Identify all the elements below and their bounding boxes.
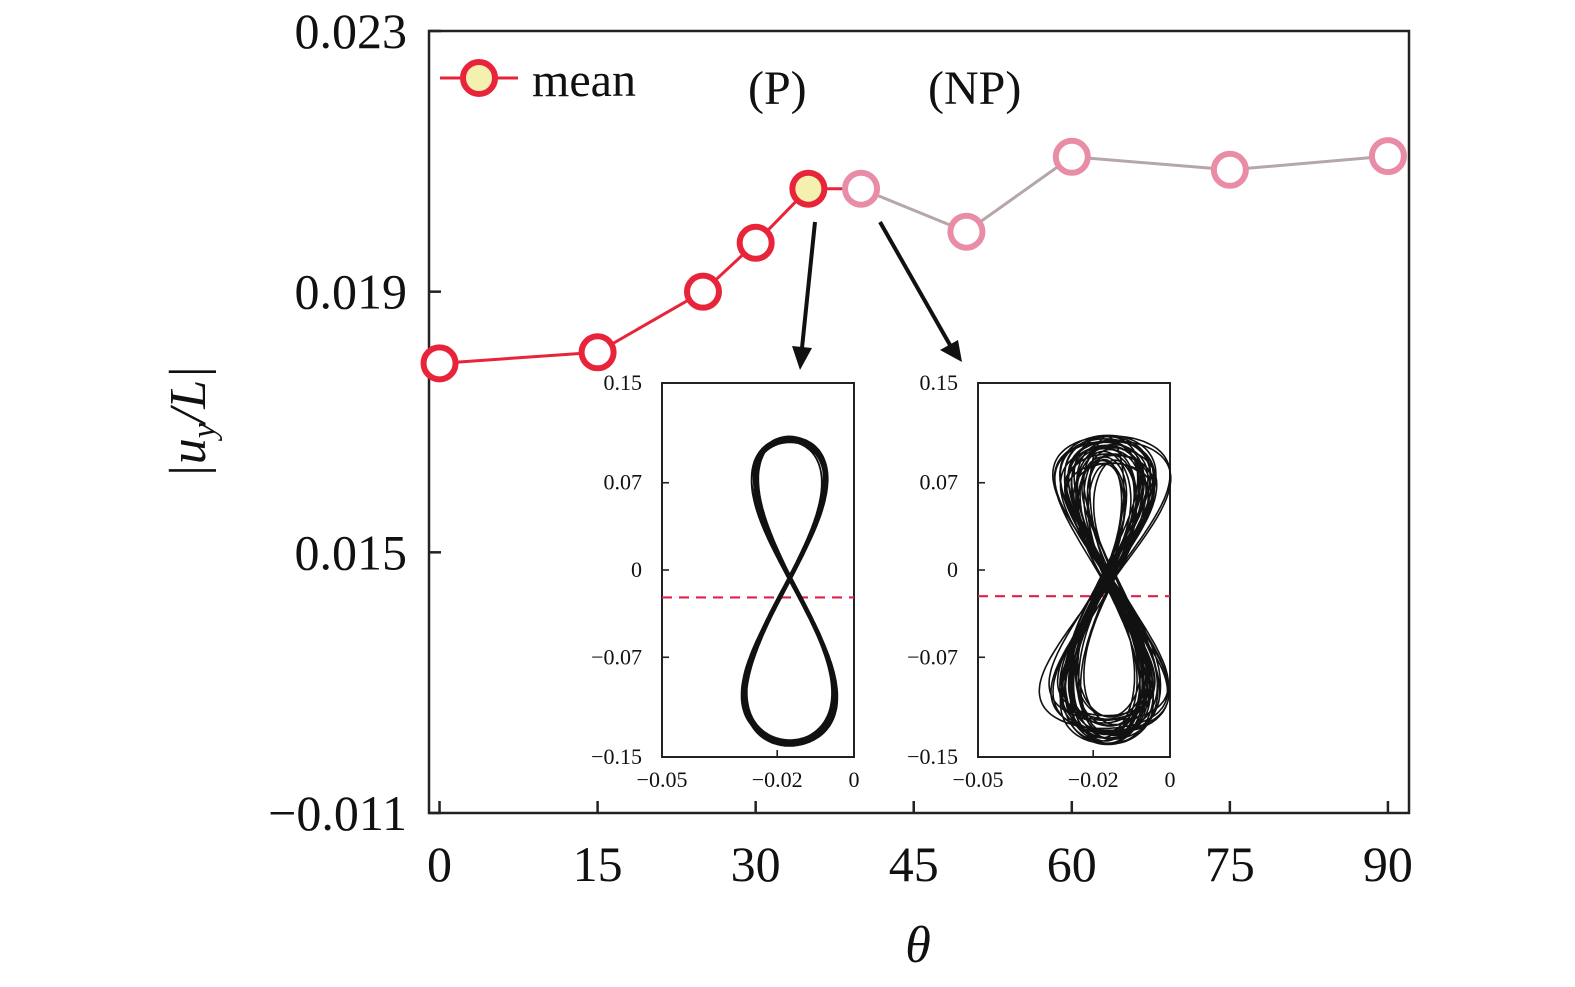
arrow-head-periodic [792, 346, 812, 370]
inset-trajectory [1038, 434, 1172, 746]
inset-y-tick-label: 0.07 [920, 470, 959, 495]
inset-y-tick-label: 0.07 [604, 470, 643, 495]
inset-x-tick-label: −0.02 [752, 767, 803, 792]
x-axis-label: θ [905, 917, 931, 974]
x-tick-label: 90 [1363, 836, 1413, 892]
data-point [947, 212, 986, 251]
data-point [842, 169, 881, 208]
inset-y-tick-label: 0 [631, 557, 642, 582]
arrow-head-nonperiodic [940, 340, 962, 362]
inset-x-tick-label: −0.02 [1068, 767, 1119, 792]
inset-y-tick-label: −0.15 [591, 744, 642, 769]
data-point [683, 272, 722, 311]
data-point [420, 344, 459, 383]
legend: mean [440, 54, 636, 107]
data-point [736, 223, 775, 262]
arrow-to-inset-nonperiodic [878, 221, 952, 346]
inset-frame [661, 382, 855, 758]
series-segment [1229, 154, 1389, 172]
inset-x-tick-label: −0.05 [953, 767, 1004, 792]
x-tick-label: 75 [1205, 836, 1255, 892]
data-point [1210, 150, 1249, 189]
x-tick-label: 15 [573, 836, 623, 892]
inset-y-tick-label: −0.15 [907, 744, 958, 769]
inset-x-tick-label: 0 [1165, 767, 1176, 792]
y-axis-label-subscript: y [186, 422, 223, 441]
y-tick-label: 0.019 [295, 264, 408, 320]
y-axis-label-open: | [160, 464, 217, 478]
inset-y-tick-label: −0.07 [591, 644, 642, 669]
main-x-ticks: 0 15 30 45 60 75 90 [427, 801, 1413, 892]
inset-y-tick-label: 0.15 [604, 370, 643, 395]
y-axis-label-close: | [160, 365, 217, 379]
x-tick-label: 30 [731, 836, 781, 892]
data-point [1052, 137, 1091, 176]
legend-marker [460, 59, 498, 97]
y-axis-label-rest: /L [160, 380, 217, 426]
inset-x-tick-label: −0.05 [637, 767, 688, 792]
inset-y-tick-label: 0 [947, 557, 958, 582]
inset-y-tick-label: 0.15 [920, 370, 959, 395]
y-axis-label-base: u [160, 438, 217, 464]
main-plot: 0.023 0.019 0.015 −0.011 0 15 30 45 60 75 90 [268, 3, 1413, 892]
inset-periodic: 0.15 0.07 0 −0.07 −0.15−0.05 −0.02 0 [591, 370, 859, 792]
x-tick-label: 0 [427, 836, 452, 892]
region-label-periodic: (P) [748, 62, 807, 115]
series-segment [439, 350, 598, 365]
main-y-ticks: 0.023 0.019 0.015 −0.011 [268, 3, 441, 841]
main-plot-frame [427, 29, 1411, 815]
arrow-to-inset-periodic [800, 221, 817, 349]
data-point [1368, 137, 1407, 176]
data-point [789, 169, 828, 208]
inset-nonperiodic: 0.15 0.07 0 −0.07 −0.15−0.05 −0.02 0 [907, 370, 1175, 792]
series-lines [439, 154, 1389, 365]
legend-label: mean [532, 54, 636, 107]
y-tick-label: −0.011 [268, 785, 407, 841]
y-axis-label: |uy/L| [160, 365, 223, 478]
inset-trajectory [740, 435, 839, 747]
series-points [420, 137, 1407, 383]
region-label-nonperiodic: (NP) [928, 62, 1021, 115]
data-point [578, 333, 617, 372]
x-tick-label: 45 [889, 836, 939, 892]
inset-x-tick-label: 0 [849, 767, 860, 792]
inset-y-tick-label: −0.07 [907, 644, 958, 669]
inset-arrows [792, 221, 962, 370]
series-segment [1071, 155, 1230, 172]
x-tick-label: 60 [1047, 836, 1097, 892]
y-tick-label: 0.015 [295, 524, 408, 580]
series-segment [965, 155, 1073, 233]
series-segment [596, 290, 704, 354]
y-tick-label: 0.023 [295, 3, 408, 59]
